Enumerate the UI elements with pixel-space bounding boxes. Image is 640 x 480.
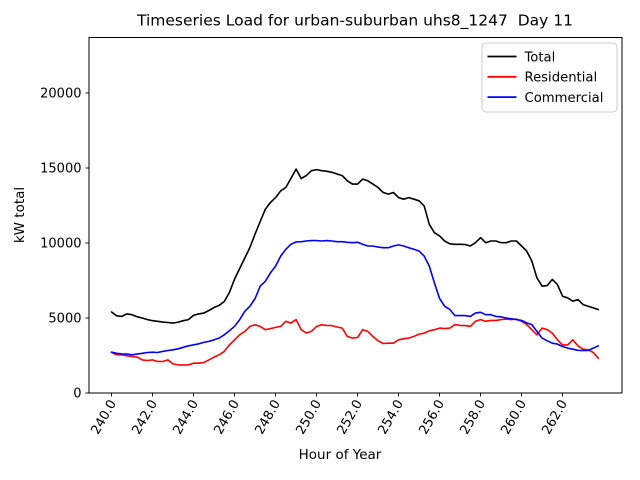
x-axis-label: Hour of Year [299,447,382,463]
line-total [110,168,600,324]
legend-label-commercial: Commercial [525,91,604,106]
y-tick-label: 0 [73,387,81,402]
legend-entries: Total Residential Commercial [487,50,604,106]
chart-title: Timeseries Load for urban-suburban uhs8_… [136,12,573,31]
y-axis-ticks: 0 5000 10000 15000 20000 [40,87,89,402]
legend-label-total: Total [524,50,556,65]
y-tick-label: 20000 [40,87,81,102]
legend-label-residential: Residential [525,71,598,86]
legend-box [481,42,618,113]
y-tick-label: 15000 [40,162,81,177]
y-tick-label: 10000 [40,237,81,252]
y-axis-label: kW total [12,187,28,243]
y-tick-label: 5000 [48,312,81,327]
legend: Total Residential Commercial [481,42,618,113]
plot-area [88,37,623,394]
line-commercial [110,239,600,356]
series-lines [110,168,600,366]
